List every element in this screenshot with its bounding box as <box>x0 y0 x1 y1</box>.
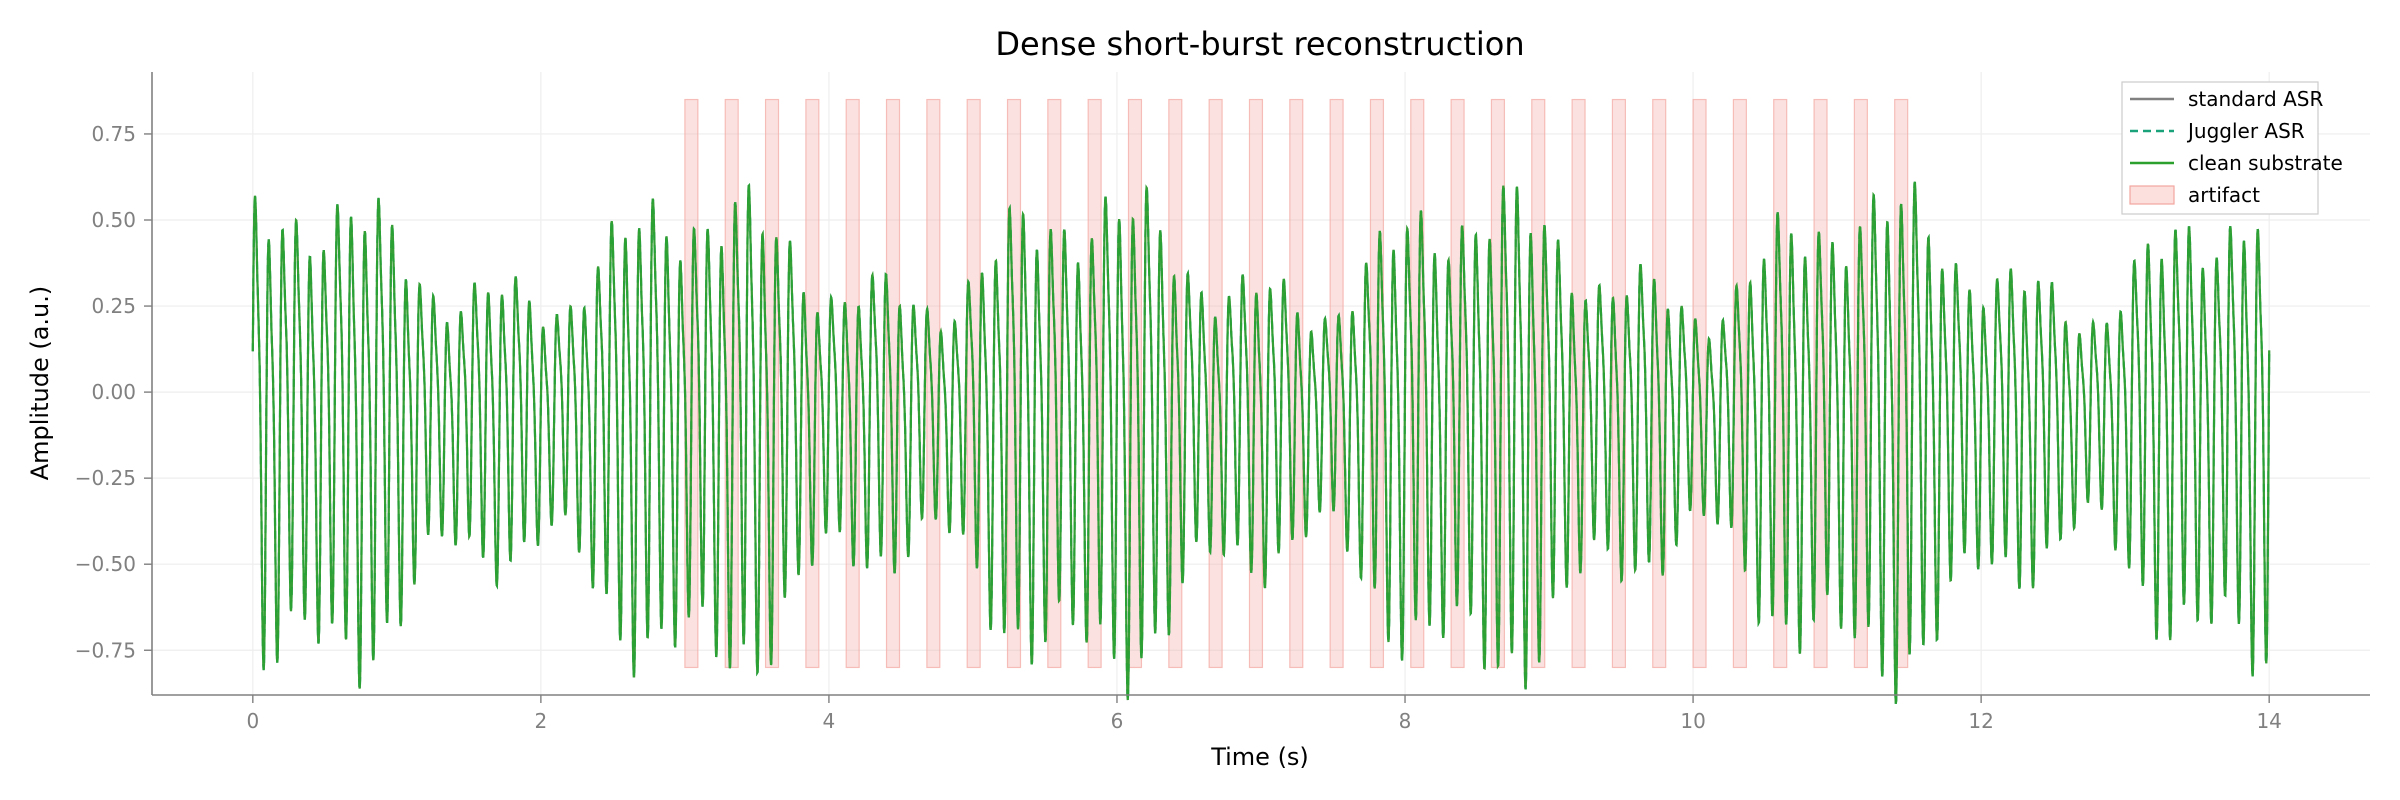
x-tick-label: 6 <box>1111 709 1124 733</box>
y-axis-label: Amplitude (a.u.) <box>26 286 54 481</box>
y-tick-label: 0.00 <box>91 380 136 404</box>
artifact-burst <box>1208 98 1223 669</box>
x-tick-label: 14 <box>2256 709 2281 733</box>
artifact-burst <box>1611 98 1626 669</box>
legend-label-clean-substrate: clean substrate <box>2188 151 2343 175</box>
x-axis-label: Time (s) <box>1210 743 1309 771</box>
artifact-burst <box>1168 98 1183 669</box>
y-tick-label: 0.50 <box>91 208 136 232</box>
axis-ticks: 0 2 4 6 8 10 12 14 −0.75 −0.50 −0.25 0.00 0.25 0.50 0.… <box>75 122 2282 733</box>
x-tick-label: 12 <box>1968 709 1993 733</box>
artifact-burst <box>1853 98 1868 669</box>
y-tick-label: 0.75 <box>91 122 136 146</box>
series-lines <box>251 181 2271 704</box>
chart-title: Dense short-burst reconstruction <box>995 25 1524 63</box>
legend-frame <box>2121 81 2319 215</box>
legend: standard ASR Juggler ASR clean substrate ar… <box>2121 81 2343 215</box>
x-tick-label: 10 <box>1680 709 1705 733</box>
x-tick-label: 0 <box>246 709 259 733</box>
artifact-burst <box>1732 98 1747 669</box>
x-tick-label: 4 <box>823 709 836 733</box>
legend-label-juggler-asr: Juggler ASR <box>2186 119 2305 143</box>
artifact-burst <box>805 98 820 669</box>
legend-label-artifact: artifact <box>2188 183 2260 207</box>
x-tick-label: 2 <box>535 709 548 733</box>
legend-label-standard-asr: standard ASR <box>2188 87 2323 111</box>
x-tick-label: 8 <box>1399 709 1412 733</box>
artifact-burst <box>845 98 860 669</box>
y-tick-label: −0.25 <box>75 466 136 490</box>
y-tick-label: 0.25 <box>91 294 136 318</box>
y-tick-label: −0.50 <box>75 552 136 576</box>
series-clean-substrate-line <box>251 181 2271 704</box>
y-tick-label: −0.75 <box>75 638 136 662</box>
legend-swatch-artifact <box>2129 185 2175 205</box>
